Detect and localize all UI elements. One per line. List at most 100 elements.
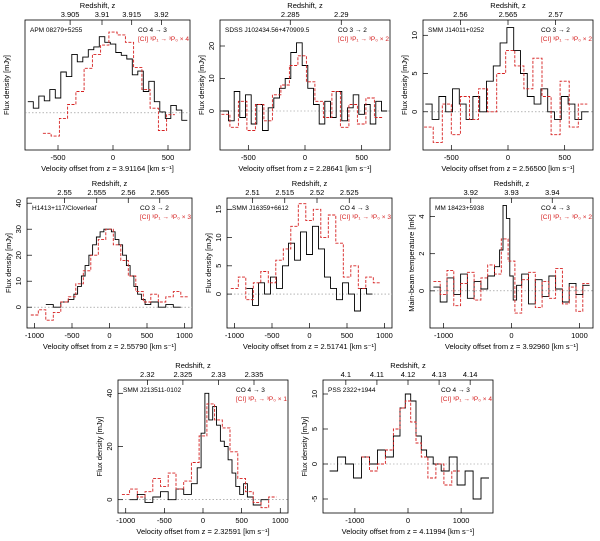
y-axis-label: Flux density [mJy] xyxy=(400,55,409,115)
legend-co-label: CO 4 → 3 xyxy=(441,387,470,394)
x-tick-label: 1000 xyxy=(453,516,470,525)
y-tick-label: 0 xyxy=(207,109,216,113)
y-tick-label: 0 xyxy=(14,305,23,309)
x-tick-label: 1000 xyxy=(176,331,193,340)
redshift-tick-label: 3.92 xyxy=(154,10,169,19)
redshift-tick-label: 4.12 xyxy=(401,370,416,379)
y-axis-label: Flux density [mJy] xyxy=(204,233,213,293)
y-tick-label: 10 xyxy=(214,233,223,241)
co-spectrum-line xyxy=(425,27,589,120)
x-tick-label: -1000 xyxy=(116,516,135,525)
redshift-tick-label: 2.525 xyxy=(340,188,359,197)
source-name: H1413+117/Cloverleaf xyxy=(32,205,97,212)
x-axis-label: Velocity offset from z = 3.91164 [km s⁻¹… xyxy=(41,164,174,173)
legend-ci-label: [CI] ³P₁ → ³P₀ × 4 xyxy=(441,396,492,403)
y-axis-label: Flux density [mJy] xyxy=(95,416,104,476)
source-name: SDSS J102434.56+470909.5 xyxy=(225,27,310,34)
y-tick-label: 5 xyxy=(214,264,223,268)
x-tick-label: -1000 xyxy=(345,516,364,525)
co-spectrum-line xyxy=(129,392,269,506)
spectrum-panel: -500 0 500 0 10 20 2.285 2.29 Redshift, z Velocit… xyxy=(197,1,391,173)
y-tick-label: 4 xyxy=(417,214,426,218)
x-axis-label: Velocity offset from z = 4.11994 [km s⁻¹… xyxy=(342,527,475,536)
y-axis-label: Main-beam temperature [mK] xyxy=(407,214,416,312)
x-axis-label: Velocity offset from z = 2.28641 [km s⁻¹… xyxy=(238,164,371,173)
co-spectrum-line xyxy=(27,36,188,121)
x-tick-label: 500 xyxy=(355,153,368,162)
x-tick-label: 500 xyxy=(341,331,354,340)
x-tick-label: 1000 xyxy=(571,331,588,340)
redshift-tick-label: 2.51 xyxy=(245,188,260,197)
spectrum-panel: -1000 0 1000 0 2 4 3.92 3.93 3.94 Redshift, z Velo… xyxy=(407,179,594,351)
source-name: MM 18423+5938 xyxy=(435,205,484,212)
x-axis-label: Velocity offset from z = 2.32591 [km s⁻¹… xyxy=(136,527,269,536)
x-tick-label: 0 xyxy=(201,516,205,525)
spectrum-panel: -1000 0 1000 -5 0 5 10 4.1 4.11 4.12 4.13 4.14 Redsh… xyxy=(300,361,494,536)
redshift-axis-title: Redshift, z xyxy=(494,179,530,188)
x-tick-label: 500 xyxy=(141,331,154,340)
spectrum-panel: -1000 -500 0 500 1000 0 10 20 30 40 2.55 2.555 2.56 2… xyxy=(4,179,193,351)
redshift-tick-label: 3.915 xyxy=(122,10,141,19)
source-name: SMM J16359+6612 xyxy=(232,205,289,212)
x-axis-label: Velocity offset from z = 2.51741 [km s⁻¹… xyxy=(243,342,376,351)
y-tick-label: 2 xyxy=(417,252,426,256)
y-tick-label: 40 xyxy=(105,389,114,397)
redshift-axis-title: Redshift, z xyxy=(80,1,116,10)
legend-co-label: CO 3 → 2 xyxy=(541,27,570,34)
legend-ci-label: [CI] ³P₁ → ³P₀ × 1 xyxy=(236,396,287,403)
y-axis-label: Flux density [mJy] xyxy=(2,55,11,115)
ci-spectrum-line xyxy=(221,55,383,131)
y-tick-label: 20 xyxy=(207,42,216,50)
redshift-tick-label: 2.335 xyxy=(245,370,264,379)
redshift-axis-title: Redshift, z xyxy=(92,179,128,188)
y-tick-label: 10 xyxy=(310,390,319,398)
spectrum-panel: -1000 -500 0 500 1000 0 5 10 15 2.51 2.515 2.52 2.52… xyxy=(204,179,393,351)
x-tick-label: -1000 xyxy=(434,331,453,340)
y-axis-label: Flux density [mJy] xyxy=(197,55,206,115)
redshift-tick-label: 2.325 xyxy=(174,370,193,379)
x-tick-label: 0 xyxy=(303,153,307,162)
ci-spectrum-line xyxy=(121,403,277,509)
spectrum-panel: -500 0 500 3.905 3.91 3.915 3.92 Redshift, z Vel… xyxy=(2,1,191,173)
redshift-tick-label: 2.56 xyxy=(453,10,468,19)
y-tick-label: 0 xyxy=(214,292,223,296)
redshift-tick-label: 3.93 xyxy=(504,188,519,197)
redshift-tick-label: 2.555 xyxy=(87,188,106,197)
x-tick-label: 500 xyxy=(558,153,571,162)
spectrum-panel: -500 0 500 0 5 10 2.56 2.565 2.57 Redshift, z Velo… xyxy=(400,1,594,173)
x-tick-label: 0 xyxy=(406,516,410,525)
x-tick-label: 0 xyxy=(107,331,111,340)
y-tick-label: 30 xyxy=(14,225,23,233)
y-tick-label: 10 xyxy=(410,31,419,39)
x-tick-label: 0 xyxy=(509,331,513,340)
y-tick-label: 20 xyxy=(105,442,114,450)
redshift-tick-label: 2.515 xyxy=(275,188,294,197)
source-name: APM 08279+5255 xyxy=(30,27,83,34)
redshift-axis-title: Redshift, z xyxy=(292,179,328,188)
x-tick-label: 500 xyxy=(162,153,175,162)
ci-spectrum-line xyxy=(361,400,460,486)
redshift-tick-label: 2.57 xyxy=(548,10,563,19)
spectrum-panel: -1000 -500 0 500 1000 0 20 40 2.32 2.325 2.33 2.335… xyxy=(95,361,289,536)
y-tick-label: 0 xyxy=(310,462,319,466)
redshift-tick-label: 2.52 xyxy=(310,188,325,197)
x-axis-label: Velocity offset from z = 2.55790 [km s⁻¹… xyxy=(43,342,176,351)
redshift-axis-title: Redshift, z xyxy=(287,1,323,10)
y-tick-label: 5 xyxy=(310,427,319,431)
x-tick-label: -500 xyxy=(444,153,459,162)
y-tick-label: 40 xyxy=(14,199,23,207)
co-spectrum-line xyxy=(329,393,489,500)
x-tick-label: 0 xyxy=(506,153,510,162)
redshift-tick-label: 2.55 xyxy=(57,188,72,197)
x-axis-label: Velocity offset from z = 3.92960 [km s⁻¹… xyxy=(445,342,578,351)
redshift-tick-label: 4.13 xyxy=(432,370,447,379)
y-tick-label: -5 xyxy=(310,496,319,503)
ci-spectrum-line xyxy=(433,238,590,314)
redshift-axis-title: Redshift, z xyxy=(390,361,426,370)
y-tick-label: 0 xyxy=(410,110,419,114)
redshift-axis-title: Redshift, z xyxy=(175,361,211,370)
x-tick-label: 1000 xyxy=(376,331,393,340)
x-tick-label: -500 xyxy=(64,331,79,340)
co-spectrum-line xyxy=(246,225,373,312)
